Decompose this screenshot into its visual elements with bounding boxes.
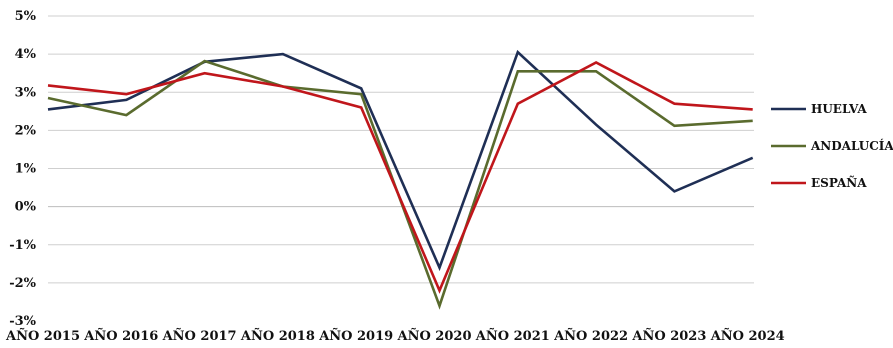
legend: HUELVA ANDALUCÍA ESPAÑA — [771, 102, 893, 190]
x-axis-tick-labels: AÑO 2015 AÑO 2016 AÑO 2017 AÑO 2018 AÑO 2019… — [5, 328, 785, 344]
series-line-andalucía — [47, 59, 753, 310]
x-tick-label: AÑO 2024 — [710, 328, 785, 344]
y-tick-label: 3% — [15, 85, 37, 100]
y-tick-label: -3% — [9, 314, 36, 329]
x-tick-label: AÑO 2022 — [553, 328, 628, 344]
series-line-huelva — [47, 49, 754, 272]
x-tick-label: AÑO 2015 — [5, 328, 80, 344]
legend-label: HUELVA — [811, 102, 867, 116]
y-tick-label: 5% — [15, 9, 37, 24]
legend-label: ANDALUCÍA — [810, 138, 893, 153]
y-tick-label: 0% — [15, 200, 37, 215]
y-tick-label: 4% — [15, 47, 37, 62]
y-tick-label: -2% — [9, 276, 36, 291]
y-tick-label: -1% — [9, 238, 36, 253]
x-tick-label: AÑO 2018 — [240, 328, 315, 344]
series-lines — [47, 49, 754, 310]
x-tick-label: AÑO 2023 — [631, 328, 706, 344]
x-tick-label: AÑO 2016 — [83, 328, 158, 344]
series-line-españa — [47, 61, 753, 294]
x-tick-label: AÑO 2021 — [475, 328, 550, 344]
y-axis-tick-labels: -3% -2% -1% 0% 1% 2% 3% 4% 5% — [9, 9, 36, 329]
y-tick-label: 2% — [15, 123, 37, 138]
y-tick-label: 1% — [15, 162, 37, 177]
gridlines — [48, 15, 754, 284]
x-tick-label: AÑO 2019 — [318, 328, 393, 344]
legend-label: ESPAÑA — [811, 175, 867, 190]
x-tick-label: AÑO 2017 — [162, 328, 237, 344]
x-tick-label: AÑO 2020 — [396, 328, 471, 344]
